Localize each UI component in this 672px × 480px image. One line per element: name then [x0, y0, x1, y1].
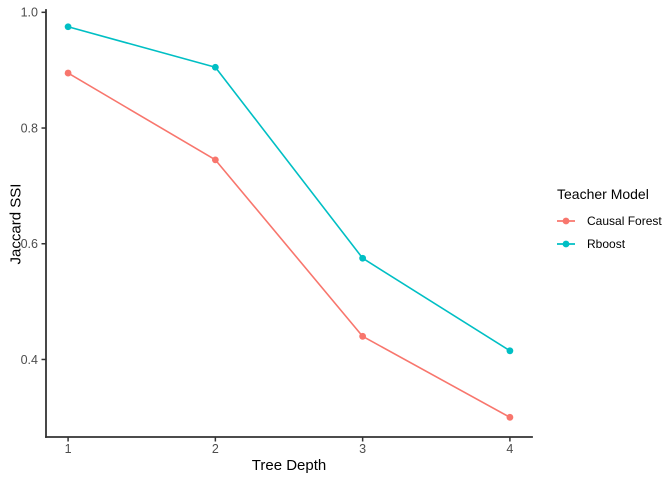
data-point-causal-forest — [506, 413, 514, 421]
data-point-causal-forest — [211, 156, 219, 164]
y-axis-title: Jaccard SSI — [7, 183, 25, 265]
x-axis: 1 2 3 4 — [45, 436, 533, 456]
legend-title: Teacher Model — [557, 186, 649, 202]
data-point-rboost — [359, 254, 367, 262]
x-tick-label: 4 — [506, 442, 513, 456]
legend-key-point — [562, 240, 570, 247]
legend-key-point — [562, 217, 570, 224]
legend-item-rboost: Rboost — [557, 233, 662, 254]
data-point-rboost — [211, 63, 219, 71]
legend-items: Causal Forest Rboost — [557, 210, 662, 254]
legend-item-causal-forest: Causal Forest — [557, 210, 662, 231]
legend-item-label: Causal Forest — [587, 213, 662, 228]
y-tick-label: 0.6 — [21, 237, 38, 251]
y-tick-label: 1.0 — [21, 6, 38, 20]
series-line-rboost — [67, 26, 511, 352]
data-point-causal-forest — [359, 332, 367, 340]
x-axis-title: Tree Depth — [251, 457, 327, 474]
series-causal-forest — [64, 69, 514, 421]
x-tick-label: 2 — [212, 442, 219, 456]
series-rboost — [64, 23, 514, 355]
y-tick-label: 0.8 — [21, 121, 38, 135]
legend-item-label: Rboost — [587, 236, 626, 251]
legend: Teacher Model Causal Forest Rboost — [557, 186, 662, 254]
x-tick-label: 1 — [65, 442, 72, 456]
x-tick-label: 3 — [359, 442, 366, 456]
legend-key-icon — [557, 240, 575, 247]
data-point-rboost — [64, 23, 72, 31]
y-tick-label: 0.4 — [21, 353, 38, 367]
data-point-causal-forest — [64, 69, 72, 77]
data-point-rboost — [506, 347, 514, 355]
y-axis: 0.4 0.6 0.8 1.0 — [21, 6, 47, 438]
legend-key-icon — [557, 217, 575, 224]
series-line-causal-forest — [67, 72, 511, 419]
